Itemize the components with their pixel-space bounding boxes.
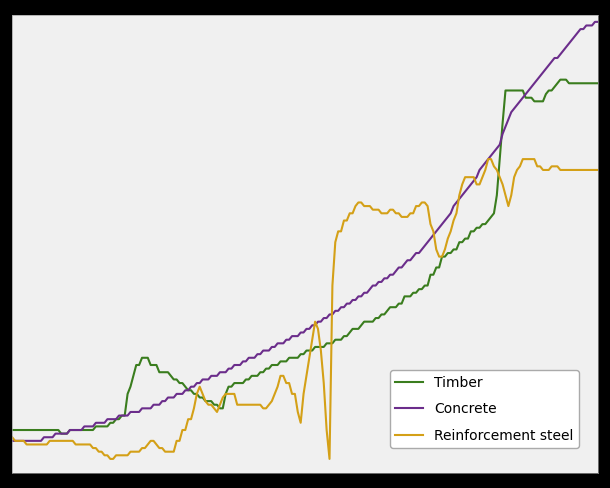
Reinforcement steel (444, 236, 451, 242)
Reinforcement steel (484, 156, 492, 162)
Reinforcement steel (167, 449, 174, 455)
Timber (167, 373, 174, 379)
Concrete (314, 319, 321, 325)
Concrete (303, 326, 310, 332)
Timber (594, 81, 601, 86)
Reinforcement steel (317, 347, 325, 353)
Reinforcement steel (9, 434, 16, 440)
Concrete (72, 427, 79, 433)
Concrete (107, 416, 114, 422)
Timber (557, 77, 564, 82)
Concrete (441, 218, 448, 224)
Reinforcement steel (107, 456, 114, 462)
Timber (57, 431, 65, 437)
Line: Concrete: Concrete (12, 22, 598, 441)
Timber (110, 420, 117, 426)
Concrete (594, 19, 601, 25)
Legend: Timber, Concrete, Reinforcement steel: Timber, Concrete, Reinforcement steel (390, 370, 579, 448)
Timber (317, 344, 325, 350)
Timber (306, 347, 313, 353)
Line: Timber: Timber (12, 80, 598, 434)
Timber (9, 427, 16, 433)
Concrete (164, 395, 171, 401)
Timber (75, 427, 82, 433)
Timber (444, 250, 451, 256)
Reinforcement steel (110, 456, 117, 462)
Concrete (9, 438, 16, 444)
Reinforcement steel (594, 167, 601, 173)
Reinforcement steel (72, 442, 79, 447)
Line: Reinforcement steel: Reinforcement steel (12, 159, 598, 459)
Concrete (591, 19, 598, 25)
Reinforcement steel (306, 355, 313, 361)
